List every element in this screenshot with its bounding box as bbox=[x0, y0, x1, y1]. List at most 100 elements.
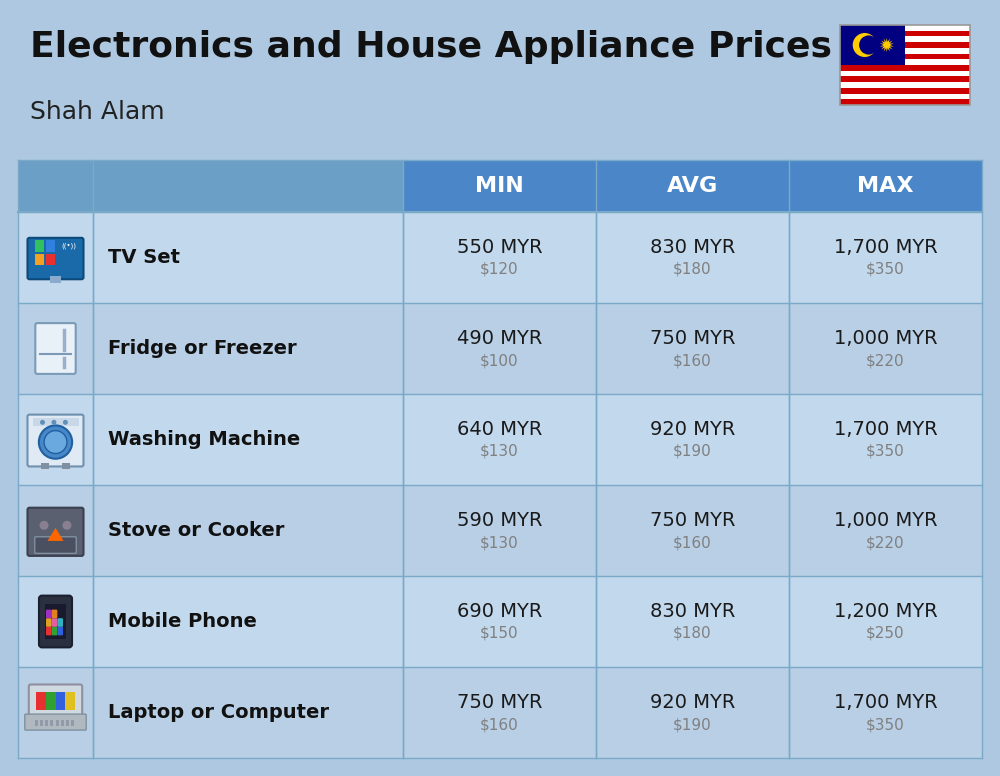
Text: Washing Machine: Washing Machine bbox=[108, 430, 300, 449]
FancyBboxPatch shape bbox=[35, 323, 76, 374]
Bar bbox=[45, 720, 48, 726]
Bar bbox=[840, 54, 970, 59]
Text: $220: $220 bbox=[866, 353, 905, 368]
Bar bbox=[46, 691, 56, 710]
Bar bbox=[71, 720, 74, 726]
Text: 830 MYR: 830 MYR bbox=[650, 602, 735, 621]
Text: TV Set: TV Set bbox=[108, 248, 180, 267]
FancyBboxPatch shape bbox=[57, 618, 63, 627]
FancyBboxPatch shape bbox=[52, 618, 57, 627]
Bar bbox=[840, 76, 970, 82]
Bar bbox=[50, 276, 61, 283]
FancyBboxPatch shape bbox=[28, 414, 84, 466]
Bar bbox=[41, 463, 49, 469]
FancyBboxPatch shape bbox=[46, 627, 52, 636]
Bar bbox=[62, 463, 70, 469]
Text: 1,200 MYR: 1,200 MYR bbox=[834, 602, 937, 621]
Bar bbox=[840, 59, 970, 65]
Bar bbox=[789, 160, 982, 212]
Text: Shah Alam: Shah Alam bbox=[30, 100, 165, 124]
Bar bbox=[56, 720, 59, 726]
Text: 590 MYR: 590 MYR bbox=[457, 511, 542, 530]
Text: $130: $130 bbox=[480, 444, 519, 459]
Text: Laptop or Computer: Laptop or Computer bbox=[108, 703, 329, 722]
FancyBboxPatch shape bbox=[29, 684, 82, 717]
FancyBboxPatch shape bbox=[52, 610, 57, 618]
Circle shape bbox=[62, 521, 71, 530]
Bar bbox=[840, 82, 970, 88]
Bar bbox=[56, 691, 65, 710]
Bar bbox=[840, 25, 905, 65]
Text: $190: $190 bbox=[673, 444, 712, 459]
Bar bbox=[18, 576, 982, 667]
Text: $250: $250 bbox=[866, 626, 905, 641]
Text: 920 MYR: 920 MYR bbox=[650, 420, 735, 439]
Circle shape bbox=[63, 420, 68, 424]
Circle shape bbox=[51, 420, 56, 424]
Text: 1,700 MYR: 1,700 MYR bbox=[834, 420, 937, 439]
Text: $130: $130 bbox=[480, 535, 519, 550]
Bar bbox=[18, 303, 982, 394]
Text: $160: $160 bbox=[673, 353, 712, 368]
Text: 690 MYR: 690 MYR bbox=[457, 602, 542, 621]
Circle shape bbox=[40, 420, 45, 424]
Text: MAX: MAX bbox=[857, 176, 914, 196]
Bar bbox=[840, 71, 970, 76]
Text: $120: $120 bbox=[480, 262, 519, 277]
Text: 640 MYR: 640 MYR bbox=[457, 420, 542, 439]
Bar bbox=[35, 720, 38, 726]
Bar bbox=[840, 36, 970, 42]
Text: $180: $180 bbox=[673, 262, 712, 277]
FancyBboxPatch shape bbox=[28, 237, 84, 279]
Text: 550 MYR: 550 MYR bbox=[457, 238, 542, 257]
Bar bbox=[18, 160, 93, 212]
Bar bbox=[840, 25, 970, 105]
Circle shape bbox=[853, 33, 877, 57]
Bar bbox=[65, 691, 75, 710]
Text: 750 MYR: 750 MYR bbox=[650, 329, 735, 348]
Bar bbox=[840, 94, 970, 99]
Text: $350: $350 bbox=[866, 444, 905, 459]
Bar bbox=[93, 160, 403, 212]
Text: $220: $220 bbox=[866, 535, 905, 550]
Text: 920 MYR: 920 MYR bbox=[650, 693, 735, 712]
FancyBboxPatch shape bbox=[57, 627, 63, 636]
Bar bbox=[403, 160, 596, 212]
Bar bbox=[18, 212, 982, 303]
Text: $160: $160 bbox=[480, 717, 519, 732]
Text: 1,000 MYR: 1,000 MYR bbox=[834, 329, 937, 348]
Bar bbox=[840, 65, 970, 71]
Text: 1,000 MYR: 1,000 MYR bbox=[834, 511, 937, 530]
Circle shape bbox=[62, 536, 71, 546]
Text: $180: $180 bbox=[673, 626, 712, 641]
Bar bbox=[34, 241, 44, 252]
FancyBboxPatch shape bbox=[52, 627, 57, 636]
Bar bbox=[840, 42, 970, 48]
Bar bbox=[46, 254, 55, 265]
Text: Fridge or Freezer: Fridge or Freezer bbox=[108, 339, 297, 358]
Text: $100: $100 bbox=[480, 353, 519, 368]
Bar bbox=[840, 31, 970, 36]
Bar bbox=[32, 417, 78, 426]
Text: 750 MYR: 750 MYR bbox=[650, 511, 735, 530]
Bar bbox=[596, 160, 789, 212]
Bar bbox=[18, 485, 982, 576]
Text: Electronics and House Appliance Prices: Electronics and House Appliance Prices bbox=[30, 30, 832, 64]
Text: ((•)): ((•)) bbox=[61, 243, 76, 249]
Text: $160: $160 bbox=[673, 535, 712, 550]
Text: 750 MYR: 750 MYR bbox=[457, 693, 542, 712]
Bar bbox=[36, 691, 46, 710]
Circle shape bbox=[40, 521, 49, 530]
Circle shape bbox=[40, 536, 49, 546]
Bar bbox=[840, 48, 970, 54]
FancyBboxPatch shape bbox=[46, 610, 52, 618]
Circle shape bbox=[859, 36, 878, 54]
Text: 490 MYR: 490 MYR bbox=[457, 329, 542, 348]
Bar bbox=[34, 254, 44, 265]
Text: $350: $350 bbox=[866, 717, 905, 732]
Bar bbox=[18, 394, 982, 485]
Text: Stove or Cooker: Stove or Cooker bbox=[108, 521, 284, 540]
Text: Mobile Phone: Mobile Phone bbox=[108, 612, 257, 631]
Text: 1,700 MYR: 1,700 MYR bbox=[834, 693, 937, 712]
FancyBboxPatch shape bbox=[39, 596, 72, 647]
